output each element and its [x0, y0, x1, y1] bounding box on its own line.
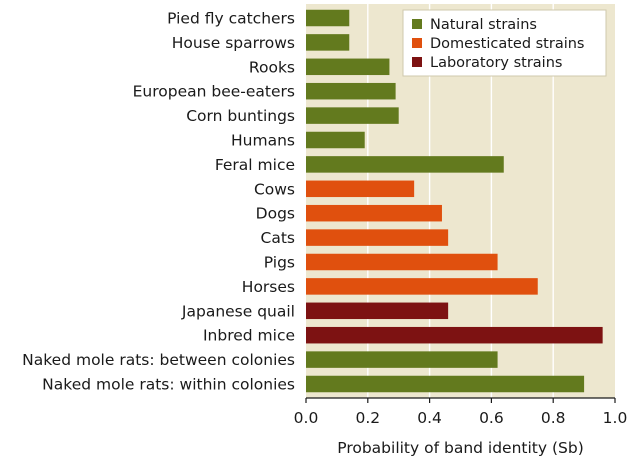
category-label: House sparrows — [172, 34, 295, 52]
x-ticks: 0.0 0.2 0.4 0.6 0.8 1.0 — [294, 398, 628, 427]
category-label: Cats — [261, 229, 295, 247]
legend-label: Natural strains — [430, 17, 537, 33]
legend-swatch — [412, 38, 422, 48]
category-label: Horses — [242, 278, 295, 296]
bar — [306, 34, 350, 51]
category-label: Humans — [231, 132, 295, 150]
bar — [306, 302, 449, 320]
legend-label: Domesticated strains — [430, 36, 585, 52]
category-label: Cows — [254, 180, 295, 198]
bar — [306, 229, 449, 246]
category-label: Japanese quail — [181, 302, 295, 320]
bar — [306, 351, 498, 368]
category-label: Naked mole rats: within colonies — [42, 376, 295, 394]
category-labels: Pied fly catchers House sparrows Rooks Euro… — [22, 10, 295, 394]
bar — [306, 131, 365, 149]
x-tick-label: 0.0 — [294, 409, 319, 427]
bar — [306, 253, 498, 271]
category-label: European bee-eaters — [133, 83, 295, 101]
legend-swatch — [412, 19, 422, 29]
x-tick-label: 0.6 — [479, 409, 504, 427]
category-label: Inbred mice — [203, 327, 295, 345]
bar — [306, 180, 415, 198]
legend-swatch — [412, 57, 422, 67]
x-tick-label: 0.8 — [541, 409, 566, 427]
bar — [306, 107, 399, 124]
bar — [306, 156, 504, 173]
category-label: Corn buntings — [186, 107, 295, 125]
category-label: Rooks — [249, 58, 295, 76]
x-tick-label: 1.0 — [603, 409, 628, 427]
bar — [306, 278, 538, 295]
x-axis-title: Probability of band identity (Sb) — [337, 439, 584, 457]
x-tick-label: 0.4 — [417, 409, 442, 427]
bar — [306, 9, 350, 27]
legend-label: Laboratory strains — [430, 55, 562, 71]
bars-group — [306, 9, 603, 393]
bar — [306, 326, 603, 344]
legend: Natural strains Domesticated strains Labor… — [402, 9, 607, 77]
legend-items: Natural strains Domesticated strains Labor… — [412, 17, 585, 71]
category-label: Dogs — [256, 205, 295, 223]
bar — [306, 375, 585, 393]
bar — [306, 204, 442, 222]
legend-box — [402, 9, 607, 77]
bar — [306, 58, 390, 76]
category-label: Pigs — [264, 254, 295, 272]
x-tick-label: 0.2 — [355, 409, 380, 427]
category-label: Pied fly catchers — [167, 10, 295, 28]
bar — [306, 82, 396, 100]
category-label: Naked mole rats: between colonies — [22, 351, 295, 369]
category-label: Feral mice — [215, 156, 295, 174]
